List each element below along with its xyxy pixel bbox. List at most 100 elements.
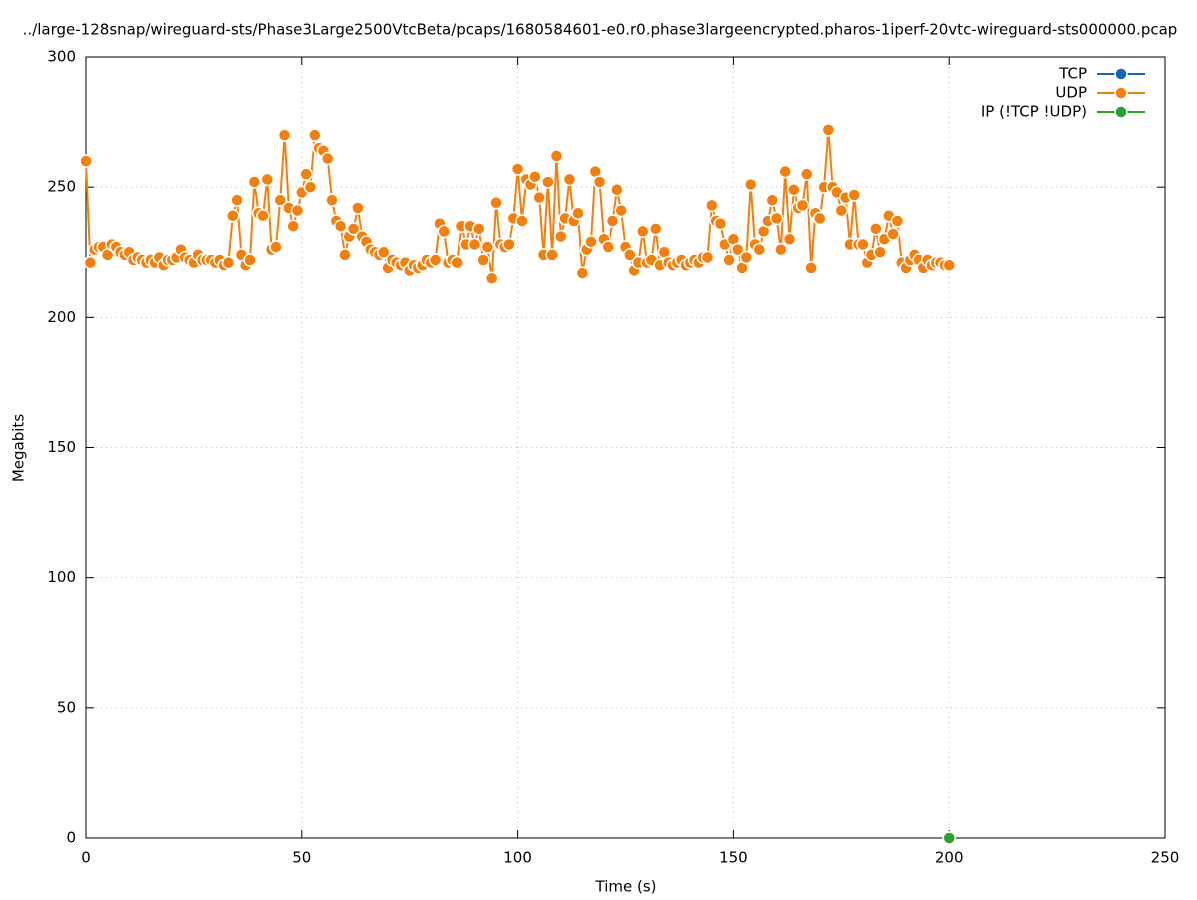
data-point bbox=[377, 245, 391, 259]
data-point bbox=[225, 209, 240, 223]
data-point bbox=[800, 167, 814, 181]
data-point bbox=[743, 177, 758, 192]
data-point bbox=[713, 216, 728, 231]
data-point bbox=[782, 232, 797, 246]
data-point bbox=[260, 172, 275, 187]
data-point bbox=[256, 209, 270, 223]
data-point bbox=[648, 222, 663, 236]
data-point bbox=[584, 235, 598, 249]
legend-marker bbox=[1114, 86, 1128, 100]
y-tick-label: 50 bbox=[57, 698, 76, 716]
data-point bbox=[307, 128, 322, 142]
data-point bbox=[351, 201, 365, 215]
data-point bbox=[290, 203, 305, 218]
data-point bbox=[480, 240, 495, 254]
data-point bbox=[942, 831, 956, 845]
data-point bbox=[346, 222, 361, 236]
data-point bbox=[614, 203, 628, 218]
data-point bbox=[700, 250, 715, 265]
data-point bbox=[769, 211, 784, 226]
data-point bbox=[636, 224, 650, 239]
data-point bbox=[247, 175, 262, 189]
y-tick-label: 200 bbox=[47, 308, 76, 326]
x-tick-label: 0 bbox=[81, 849, 91, 867]
data-point bbox=[575, 266, 590, 280]
data-point bbox=[571, 206, 585, 220]
data-point bbox=[592, 175, 607, 189]
plot-border bbox=[85, 56, 1166, 839]
data-point bbox=[605, 214, 620, 228]
data-point bbox=[610, 183, 624, 197]
data-point bbox=[532, 190, 546, 205]
data-point bbox=[804, 261, 818, 275]
data-point bbox=[437, 224, 451, 239]
data-point bbox=[562, 172, 577, 187]
data-point bbox=[286, 219, 300, 233]
x-tick-label: 50 bbox=[292, 849, 311, 867]
legend-marker bbox=[1114, 67, 1128, 81]
data-point bbox=[705, 198, 719, 213]
data-point bbox=[484, 271, 499, 286]
data-point bbox=[221, 255, 236, 270]
data-point bbox=[787, 183, 801, 197]
x-tick-label: 200 bbox=[935, 849, 964, 867]
chart-title: ../large-128snap/wireguard-sts/Phase3Lar… bbox=[23, 21, 1178, 39]
data-point bbox=[230, 193, 244, 207]
data-point bbox=[812, 211, 827, 226]
y-tick-label: 100 bbox=[47, 568, 76, 586]
data-point bbox=[79, 154, 93, 168]
x-tick-label: 250 bbox=[1151, 849, 1180, 867]
data-point bbox=[299, 167, 313, 181]
data-point bbox=[303, 180, 318, 194]
data-point bbox=[273, 193, 287, 207]
data-point bbox=[890, 214, 905, 228]
data-point bbox=[730, 242, 745, 257]
data-point bbox=[333, 219, 348, 233]
data-point bbox=[821, 123, 836, 137]
data-point bbox=[549, 149, 564, 163]
data-point bbox=[834, 203, 849, 218]
data-point bbox=[243, 253, 257, 267]
data-point bbox=[873, 245, 887, 259]
data-point bbox=[847, 188, 861, 202]
data-point bbox=[601, 240, 615, 254]
data-point bbox=[795, 198, 810, 213]
data-point bbox=[869, 222, 883, 236]
x-axis-label: Time (s) bbox=[595, 878, 657, 896]
data-point bbox=[489, 196, 503, 210]
legend-label: TCP bbox=[1058, 65, 1087, 83]
data-point bbox=[467, 237, 482, 252]
y-tick-label: 0 bbox=[66, 829, 76, 847]
y-tick-label: 250 bbox=[47, 178, 76, 196]
data-point bbox=[778, 164, 792, 179]
data-point bbox=[325, 193, 339, 207]
data-point bbox=[476, 253, 490, 267]
legend-label: UDP bbox=[1055, 84, 1087, 102]
data-point bbox=[450, 255, 464, 270]
data-point bbox=[886, 227, 900, 241]
data-point bbox=[722, 253, 736, 267]
data-point bbox=[472, 222, 486, 236]
data-point bbox=[428, 253, 443, 267]
data-point bbox=[510, 162, 525, 176]
data-point bbox=[528, 170, 542, 184]
data-point bbox=[623, 248, 637, 262]
y-axis-label: Megabits bbox=[10, 414, 28, 482]
data-point bbox=[515, 214, 529, 228]
x-tick-label: 100 bbox=[503, 849, 532, 867]
data-point bbox=[545, 248, 559, 262]
data-point bbox=[320, 151, 335, 166]
legend-label: IP (!TCP !UDP) bbox=[981, 103, 1087, 121]
data-point bbox=[554, 229, 568, 244]
y-tick-label: 150 bbox=[47, 438, 76, 456]
data-point bbox=[765, 193, 779, 207]
data-point bbox=[752, 242, 767, 257]
data-point bbox=[277, 128, 292, 142]
data-point bbox=[541, 175, 555, 189]
x-tick-label: 150 bbox=[719, 849, 748, 867]
data-point bbox=[338, 248, 352, 262]
y-tick-label: 300 bbox=[47, 48, 76, 66]
data-point bbox=[942, 258, 956, 273]
data-point bbox=[502, 237, 516, 252]
